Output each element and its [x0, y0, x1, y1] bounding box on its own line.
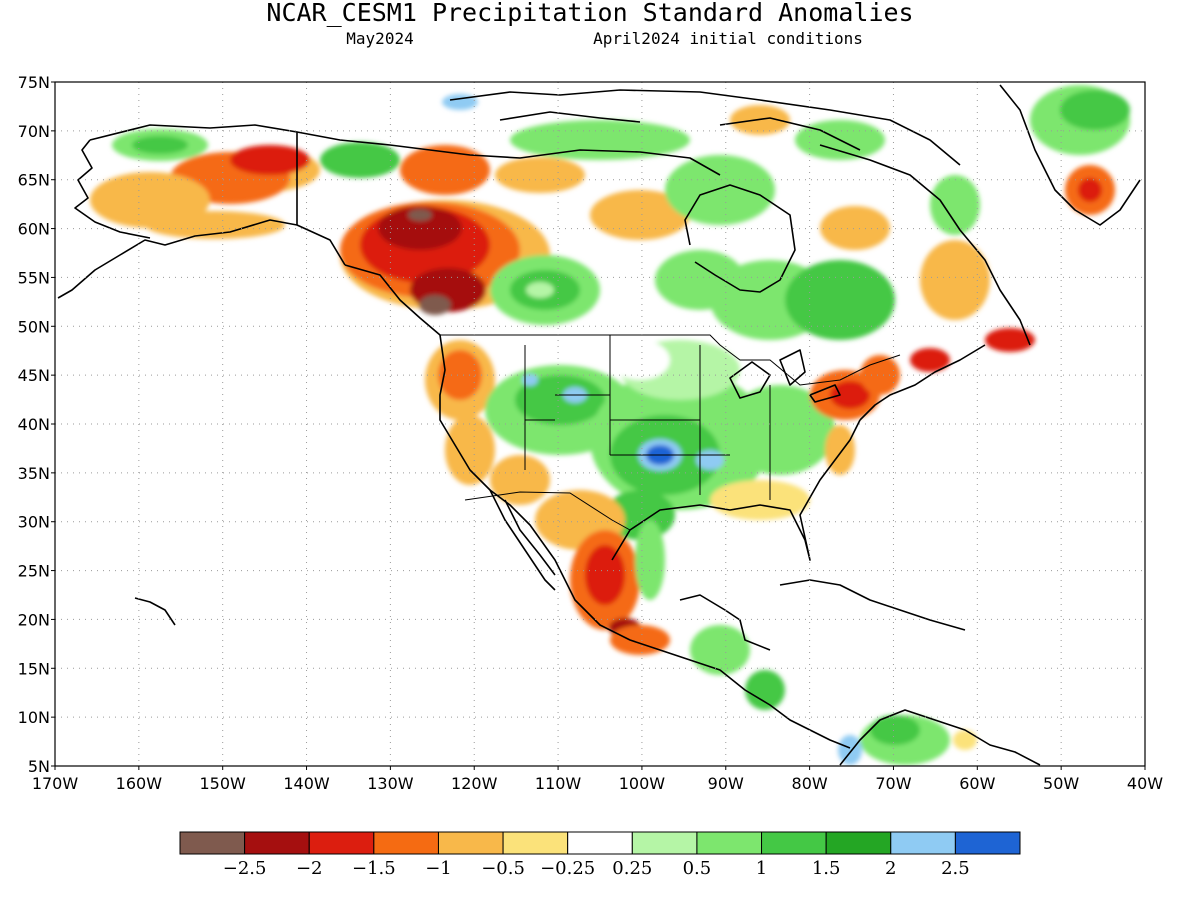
lat-tick-label: 15N: [18, 659, 50, 678]
lat-tick-label: 65N: [18, 171, 50, 190]
legend-tick-label: 1.5: [812, 858, 841, 879]
legend-swatch: [954, 831, 1021, 855]
legend-tick-label: 2.5: [941, 858, 970, 879]
init-conditions-label: April2024 initial conditions: [593, 29, 863, 48]
legend-tick-label: −1: [425, 858, 452, 879]
legend-swatch: [502, 831, 569, 855]
legend-swatch: [179, 831, 246, 855]
lon-tick-label: 50W: [1043, 774, 1079, 793]
legend-tick-label: −0.5: [481, 858, 525, 879]
lat-tick-label: 60N: [18, 220, 50, 239]
graticule-grid: [55, 82, 1145, 766]
color-legend: −2.5 −2 −1.5 −1 −0.5 −0.25 0.25 0.5 1 1.5 2 2.5: [179, 831, 1021, 879]
lon-tick-label: 80W: [792, 774, 828, 793]
anomaly-shading: [90, 85, 1130, 765]
lon-tick-label: 100W: [619, 774, 666, 793]
lon-tick-label: 150W: [200, 774, 247, 793]
legend-tick-label: 0.5: [683, 858, 712, 879]
lat-tick-label: 5N: [28, 757, 50, 776]
lat-tick-label: 30N: [18, 513, 50, 532]
legend-tick-label: 0.25: [612, 858, 652, 879]
lat-tick-label: 25N: [18, 562, 50, 581]
lat-tick-label: 10N: [18, 708, 50, 727]
lon-tick-label: 40W: [1127, 774, 1163, 793]
lon-tick-label: 120W: [451, 774, 498, 793]
lat-tick-label: 20N: [18, 610, 50, 629]
legend-tick-label: 1: [756, 858, 767, 879]
lat-tick-label: 70N: [18, 122, 50, 141]
lat-tick-label: 55N: [18, 268, 50, 287]
legend-tick-label: −2: [296, 858, 323, 879]
lat-tick-label: 50N: [18, 317, 50, 336]
lon-tick-label: 70W: [875, 774, 911, 793]
coastlines: [57, 84, 1141, 766]
lon-tick-label: 170W: [32, 774, 79, 793]
lat-tick-label: 40N: [18, 415, 50, 434]
legend-swatch: [567, 831, 633, 855]
longitude-axis: 170W 160W 150W 140W 130W 120W 110W 100W 90W 80W 70…: [32, 766, 1163, 793]
lat-tick-label: 75N: [18, 73, 50, 92]
legend-swatch: [244, 831, 310, 855]
lon-tick-label: 160W: [116, 774, 163, 793]
legend-tick-label: −1.5: [352, 858, 396, 879]
map-title: NCAR_CESM1 Precipitation Standard Anomal…: [266, 0, 913, 27]
lat-tick-label: 35N: [18, 464, 50, 483]
legend-swatch: [825, 831, 892, 855]
latitude-axis: 75N 70N 65N 60N 55N 50N 45N 40N 35N 30N 25N 20N 15N 1…: [18, 73, 55, 776]
legend-swatch: [696, 831, 763, 855]
lon-tick-label: 140W: [283, 774, 330, 793]
lon-tick-label: 130W: [367, 774, 414, 793]
legend-tick-label: −0.25: [540, 858, 595, 879]
legend-swatch: [631, 831, 698, 855]
legend-swatch: [373, 831, 439, 855]
legend-swatch: [761, 831, 827, 855]
legend-swatch: [437, 831, 504, 855]
legend-swatch: [890, 831, 956, 855]
borders: [440, 334, 901, 531]
lon-tick-label: 110W: [535, 774, 582, 793]
lon-tick-label: 60W: [959, 774, 995, 793]
legend-tick-label: −2.5: [223, 858, 267, 879]
lat-tick-label: 45N: [18, 366, 50, 385]
lon-tick-label: 90W: [708, 774, 744, 793]
target-month-label: May2024: [346, 29, 413, 48]
legend-swatch: [308, 831, 375, 855]
legend-tick-label: 2: [885, 858, 896, 879]
